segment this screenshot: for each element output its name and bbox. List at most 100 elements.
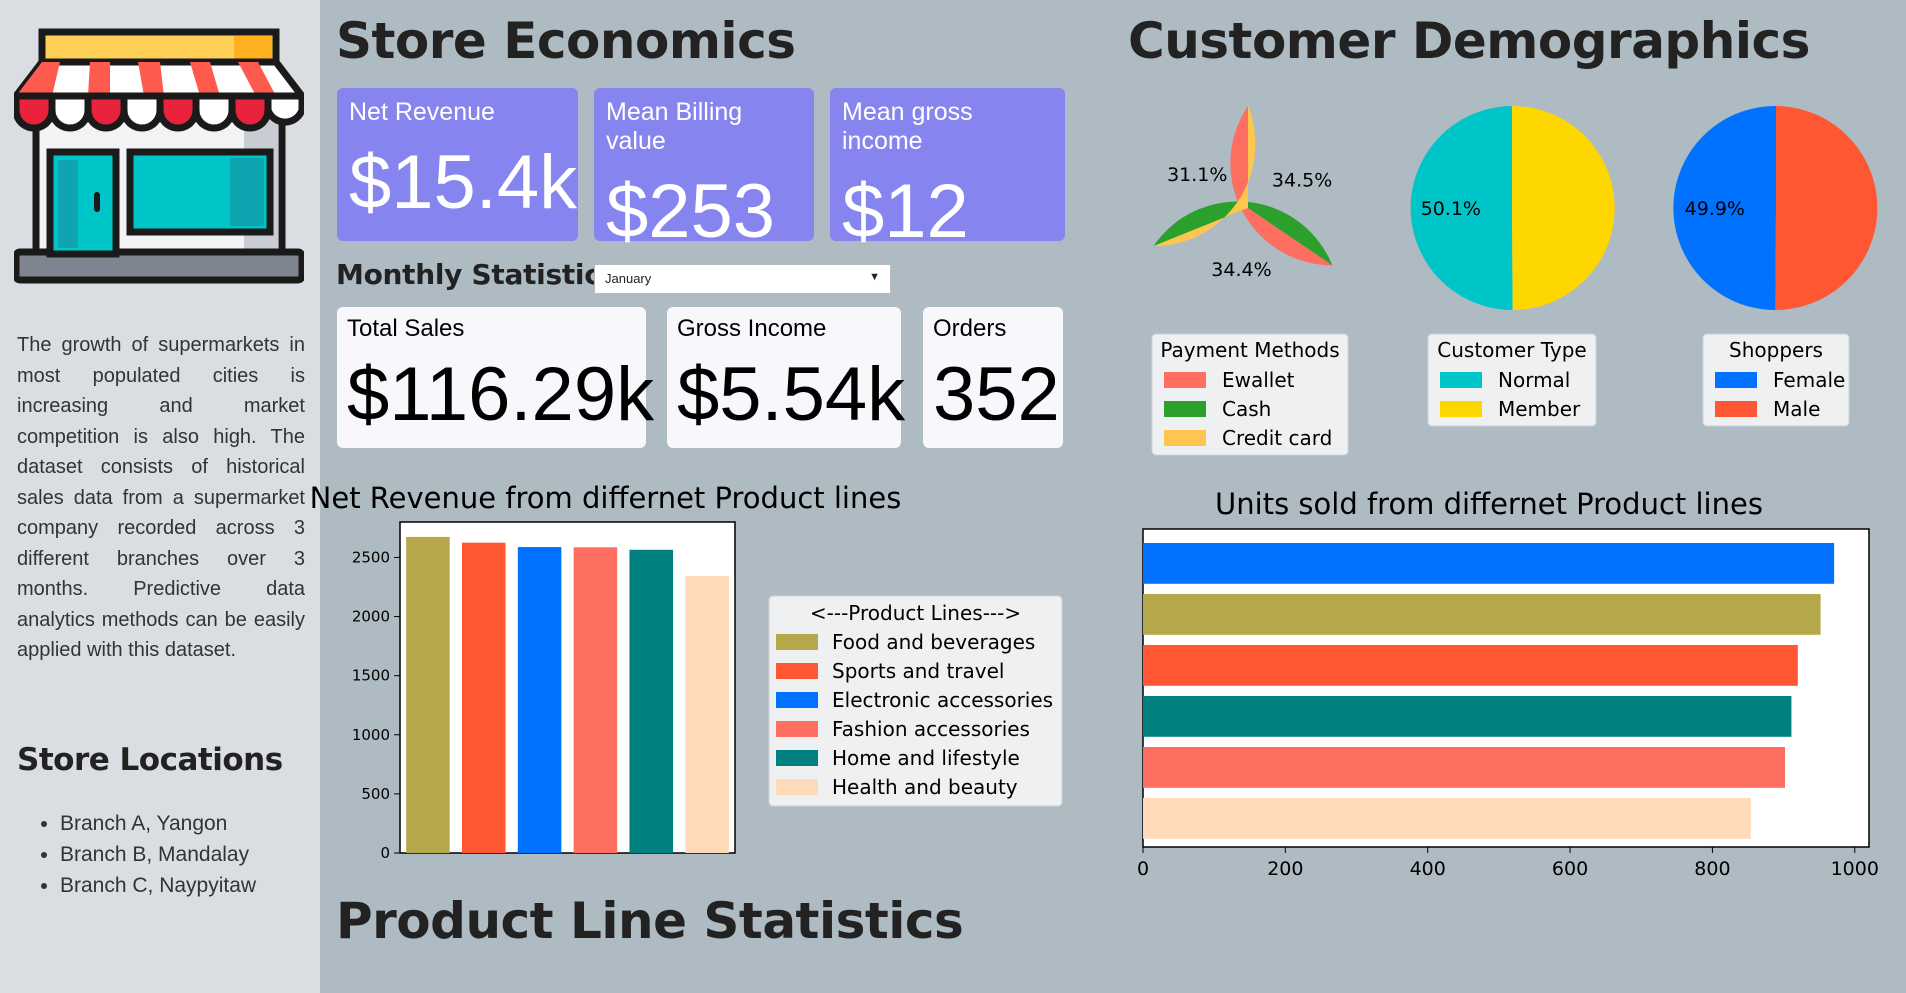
month-dropdown-value: January [605, 271, 652, 286]
location-item: Branch B, Mandalay [60, 839, 256, 870]
kpi-card-net-revenue: Net Revenue $15.4k [337, 88, 578, 241]
pie-value-label: 34.5% [1272, 169, 1332, 191]
pie-value-label: 50.1% [1421, 198, 1481, 220]
plot-area [399, 521, 736, 854]
kpi-card-mean-billing: Mean Billing value $253 [594, 88, 814, 254]
legend-label: Sports and travel [832, 659, 1004, 683]
legend-box [1702, 333, 1850, 427]
bar [1143, 594, 1821, 635]
bar [573, 547, 618, 853]
chart-title: Units sold from differnet Product lines [1215, 487, 1763, 521]
stat-value: 352 [933, 352, 1060, 437]
chart-title: Net Revenue from differnet Product lines [310, 481, 902, 515]
kpi-card-mean-gross-income: Mean gross income $12 [830, 88, 1065, 254]
store-icon [14, 28, 304, 284]
stat-value: $116.29k [347, 352, 655, 437]
kpi-label: Mean Billing value [606, 98, 743, 155]
legend-label: Health and beauty [832, 775, 1018, 799]
pie-slice [1153, 201, 1333, 266]
legend-swatch [776, 663, 818, 679]
pie-slice [1775, 106, 1878, 310]
y-tick-label: 2000 [352, 608, 390, 626]
bar [1143, 747, 1786, 788]
x-tick-label: 400 [1410, 858, 1446, 880]
legend-label: Member [1498, 397, 1581, 421]
store-locations-title: Store Locations [17, 742, 283, 778]
month-dropdown[interactable]: January ▼ [594, 264, 891, 294]
legend-title: Shoppers [1729, 338, 1823, 362]
legend-swatch [1715, 401, 1757, 417]
legend-label: Female [1773, 368, 1845, 392]
customer-demographics-title: Customer Demographics [1128, 12, 1810, 70]
pie-slice [1512, 105, 1615, 310]
bar [629, 549, 674, 853]
y-tick-label: 0 [380, 844, 390, 862]
pie-value-label: 34.4% [1211, 259, 1271, 281]
store-locations-list: Branch A, Yangon Branch B, Mandalay Bran… [20, 808, 256, 901]
kpi-value: $253 [606, 169, 776, 254]
y-tick-label: 1000 [352, 726, 390, 744]
legend-label: Home and lifestyle [832, 746, 1020, 770]
chevron-down-icon: ▼ [869, 271, 880, 283]
legend-title: Payment Methods [1160, 338, 1339, 362]
pie-value-label: 49.9% [1543, 198, 1603, 220]
monthly-statistics-title: Monthly Statistics [336, 258, 617, 291]
dataset-description: The growth of supermarkets in most popul… [17, 334, 305, 661]
legend-swatch [1440, 401, 1482, 417]
legend-label: Food and beverages [832, 630, 1035, 654]
stat-label: Gross Income [677, 315, 827, 342]
sidebar: The growth of supermarkets in most popul… [0, 0, 320, 993]
bar [461, 542, 506, 853]
pie-slice [1153, 106, 1256, 247]
legend-swatch [1440, 372, 1482, 388]
stat-card-orders: Orders 352 [923, 307, 1063, 448]
store-economics-title: Store Economics [336, 12, 796, 70]
kpi-label: Net Revenue [349, 98, 495, 126]
bar [406, 536, 450, 853]
stat-label: Orders [933, 315, 1007, 342]
legend-swatch [1164, 401, 1206, 417]
legend-title: <---Product Lines---> [810, 601, 1021, 625]
legend-label: Fashion accessories [832, 717, 1030, 741]
legend-swatch [776, 634, 818, 650]
pie-value-label: 50.1% [1807, 198, 1867, 220]
kpi-label: Mean gross income [842, 98, 973, 155]
bar [1143, 696, 1792, 737]
legend-title: Customer Type [1437, 338, 1586, 362]
legend-swatch [776, 721, 818, 737]
y-tick-label: 2500 [352, 548, 390, 566]
pie-slice [1410, 106, 1513, 310]
legend-label: Cash [1222, 397, 1271, 421]
x-tick-label: 0 [1137, 858, 1149, 880]
bar [685, 576, 729, 853]
pie-value-label: 49.9% [1685, 198, 1745, 220]
legend-swatch [776, 750, 818, 766]
bar [1143, 543, 1835, 584]
legend-swatch [776, 692, 818, 708]
pie-slice [1230, 106, 1333, 266]
legend-label: Ewallet [1222, 368, 1295, 392]
pie-value-label: 31.1% [1167, 164, 1227, 186]
y-tick-label: 1500 [352, 667, 390, 685]
legend-label: Credit card [1222, 426, 1332, 450]
bar [517, 547, 562, 853]
plot-area [1142, 528, 1870, 848]
legend-box [1151, 333, 1349, 456]
legend-swatch [1715, 372, 1757, 388]
bar [1143, 645, 1798, 686]
pie-slice [1673, 105, 1776, 310]
kpi-value: $15.4k [349, 140, 578, 225]
y-tick-label: 500 [361, 785, 390, 803]
legend-swatch [776, 779, 818, 795]
location-item: Branch C, Naypyitaw [60, 870, 256, 901]
stat-card-gross-income: Gross Income $5.54k [667, 307, 906, 448]
legend-swatch [1164, 372, 1206, 388]
legend-label: Electronic accessories [832, 688, 1053, 712]
location-item: Branch A, Yangon [60, 808, 256, 839]
x-tick-label: 600 [1552, 858, 1588, 880]
legend-swatch [1164, 430, 1206, 446]
x-tick-label: 1000 [1831, 858, 1879, 880]
x-tick-label: 800 [1694, 858, 1730, 880]
stat-value: $5.54k [677, 352, 906, 437]
bar [1143, 798, 1751, 839]
